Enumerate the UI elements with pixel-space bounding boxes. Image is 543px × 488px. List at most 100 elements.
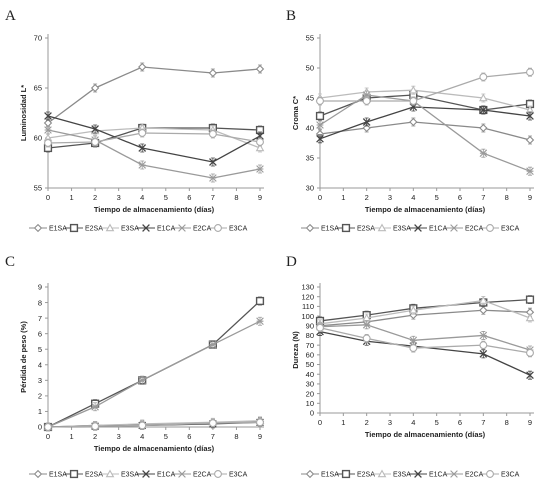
legend-marker-diamond	[33, 223, 43, 233]
series-e3ca	[316, 67, 534, 106]
x-tick-label: 6	[187, 432, 191, 441]
legend-label: E3CA	[229, 226, 248, 233]
data-point-x	[256, 132, 264, 140]
x-tick-label: 1	[341, 193, 345, 202]
data-point-circle	[526, 348, 534, 357]
x-tick-label: 9	[258, 432, 262, 441]
y-tick-label: 20	[306, 389, 314, 398]
legend-label: E3SA	[393, 472, 411, 479]
data-point-asterisk	[209, 340, 217, 349]
y-tick-label: 45	[306, 94, 314, 103]
legend-label: E1CA	[157, 472, 176, 479]
data-point-diamond	[208, 68, 218, 78]
legend-label: E1CA	[429, 472, 448, 479]
legend: E1SA E2SA E3SA E1CA E2CA E3CA	[301, 469, 520, 479]
data-point-circle	[208, 419, 217, 428]
x-tick-label: 3	[117, 193, 121, 202]
x-tick-label: 4	[411, 418, 415, 427]
x-tick-label: 1	[341, 418, 345, 427]
y-tick-label: 10	[306, 399, 314, 408]
legend-marker-asterisk	[178, 470, 186, 478]
series-e3ca	[44, 417, 264, 432]
legend-label: E3CA	[501, 472, 520, 479]
x-tick-label: 6	[458, 418, 462, 427]
data-point-circle	[256, 138, 264, 146]
y-tick-label: 70	[306, 341, 314, 350]
y-tick-label: 0	[310, 409, 314, 418]
y-tick-label: 35	[306, 154, 314, 163]
data-point-asterisk	[138, 161, 147, 169]
series-e3ca	[44, 128, 264, 148]
x-tick-label: 8	[234, 432, 238, 441]
data-point-circle	[256, 418, 264, 427]
data-point-triangle	[478, 296, 488, 304]
x-tick-label: 2	[93, 432, 97, 441]
legend-label: E2CA	[193, 472, 212, 479]
data-point-asterisk	[479, 149, 488, 157]
legend-marker-triangle	[377, 223, 387, 232]
x-axis-label: Tiempo de almacenamiento (días)	[365, 205, 486, 214]
series-e1ca	[44, 111, 264, 167]
legend-marker-asterisk	[178, 224, 186, 232]
x-tick-label: 8	[505, 193, 509, 202]
legend-marker-asterisk	[450, 470, 458, 478]
legend-marker-x	[414, 224, 422, 232]
data-point-x	[209, 158, 217, 166]
data-point-diamond	[409, 117, 418, 127]
legend-label: E1SA	[49, 226, 67, 233]
legend: E1SA E2SA E3SA E1CA E2CA E3CA	[29, 469, 248, 479]
x-tick-label: 5	[164, 432, 168, 441]
data-point-x	[138, 144, 147, 152]
data-point-diamond	[525, 135, 535, 145]
data-point-asterisk	[362, 91, 371, 99]
x-tick-label: 3	[117, 432, 121, 441]
y-tick-label: 110	[302, 302, 314, 311]
y-tick-label: 30	[306, 184, 314, 193]
x-tick-label: 7	[481, 193, 485, 202]
x-tick-label: 2	[365, 193, 369, 202]
panel-letter-a: A	[5, 8, 16, 24]
data-point-x	[362, 118, 371, 126]
data-point-circle	[138, 129, 147, 137]
series-e1ca	[316, 102, 534, 144]
y-tick-label: 2	[38, 392, 42, 401]
data-point-triangle	[408, 305, 418, 314]
x-axis-label: Tiempo de almacenamiento (días)	[94, 205, 215, 214]
x-tick-label: 7	[211, 432, 215, 441]
data-point-x	[44, 112, 52, 120]
y-tick-label: 120	[301, 292, 314, 301]
y-tick-label: 1	[38, 407, 42, 416]
data-point-circle	[91, 138, 100, 146]
y-tick-label: 55	[34, 184, 42, 193]
y-tick-label: 40	[306, 370, 314, 379]
data-point-triangle	[525, 313, 535, 322]
x-tick-label: 9	[528, 193, 532, 202]
legend-marker-square	[69, 223, 79, 233]
x-tick-label: 6	[458, 193, 462, 202]
chart-panel-a: 55 60 65 70 0 1 2 3 4 5 6 7 8 9 Tiempo de almacenamien…	[19, 34, 265, 233]
y-tick-label: 8	[38, 298, 42, 307]
y-tick-label: 130	[301, 283, 314, 292]
data-point-square	[525, 295, 535, 304]
y-tick-label: 100	[301, 312, 314, 321]
y-axis-label: Luminosidad L*	[19, 85, 28, 141]
y-tick-label: 0	[38, 423, 42, 432]
panel-letter-b: B	[286, 8, 296, 24]
data-point-asterisk	[526, 167, 534, 175]
data-point-circle	[44, 423, 52, 431]
data-point-diamond	[255, 64, 265, 74]
data-point-circle	[362, 97, 371, 105]
data-point-asterisk	[256, 165, 264, 173]
data-point-x	[316, 134, 324, 143]
data-point-asterisk	[362, 321, 371, 329]
x-tick-label: 4	[140, 432, 144, 441]
x-tick-label: 7	[481, 418, 485, 427]
x-tick-label: 1	[69, 193, 73, 202]
x-tick-label: 6	[187, 193, 191, 202]
legend: E1SA E2SA E3SA E1CA E2CA E3CA	[301, 223, 520, 233]
data-point-x	[526, 371, 534, 380]
x-tick-label: 7	[211, 193, 215, 202]
legend-marker-diamond	[305, 223, 315, 233]
series-e1sa	[315, 117, 535, 145]
